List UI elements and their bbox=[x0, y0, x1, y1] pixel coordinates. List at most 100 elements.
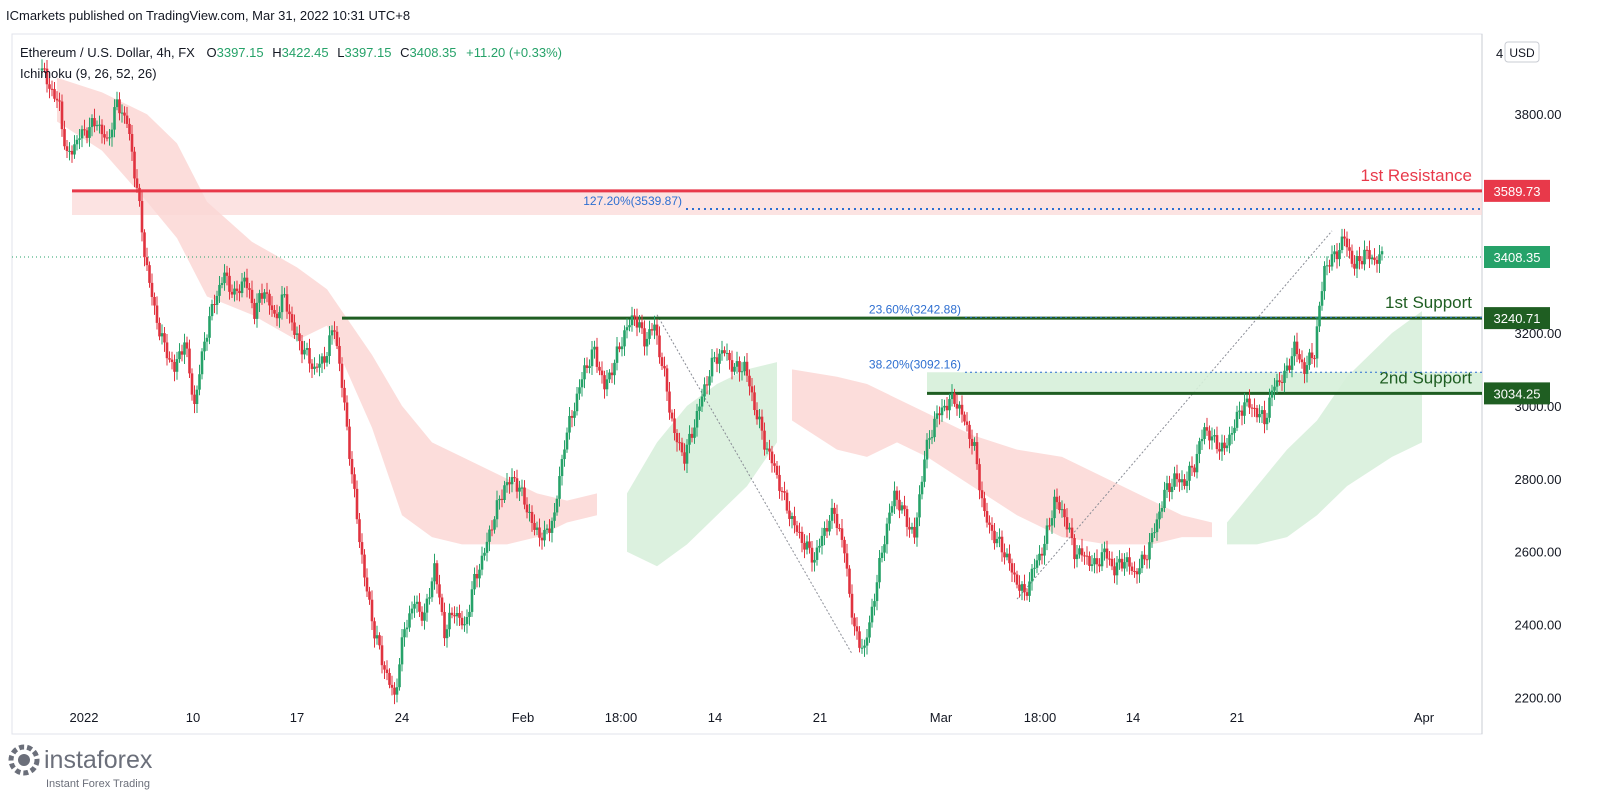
candle bbox=[285, 286, 289, 319]
candle-body bbox=[1000, 536, 1004, 553]
candle-body bbox=[153, 296, 156, 306]
fib-label: 127.20%(3539.87) bbox=[583, 194, 682, 208]
candle bbox=[1243, 393, 1246, 425]
candle bbox=[445, 624, 449, 648]
candle-body bbox=[1050, 518, 1054, 526]
candle bbox=[450, 607, 454, 619]
candle bbox=[100, 119, 104, 144]
support2-zone bbox=[927, 372, 1482, 394]
candle-body bbox=[735, 361, 739, 367]
candle-body bbox=[1093, 558, 1096, 565]
cloud-green-segment bbox=[627, 362, 777, 567]
resistance-zone bbox=[72, 190, 1482, 215]
cloud-red-segment bbox=[792, 369, 1212, 545]
candle-body bbox=[1055, 496, 1059, 503]
candle-body bbox=[1283, 370, 1286, 383]
candle bbox=[1120, 553, 1124, 572]
candle bbox=[940, 399, 944, 422]
price-axis: 2200.002400.002600.002800.003000.003200.… bbox=[1484, 46, 1562, 706]
candle-body bbox=[885, 523, 889, 545]
candle-body bbox=[143, 232, 146, 258]
candle bbox=[718, 348, 721, 374]
candle bbox=[265, 282, 269, 303]
candle bbox=[695, 403, 699, 437]
candle bbox=[498, 495, 501, 510]
candle bbox=[355, 480, 359, 524]
candle-body bbox=[1068, 527, 1071, 530]
candle bbox=[848, 565, 851, 598]
candle-body bbox=[1085, 555, 1089, 557]
candle-body bbox=[48, 84, 51, 89]
candle-body bbox=[1158, 511, 1161, 520]
candle bbox=[920, 475, 924, 500]
candle bbox=[735, 351, 739, 374]
candle bbox=[760, 409, 764, 440]
candle-body bbox=[1123, 562, 1126, 569]
candle-body bbox=[1030, 568, 1034, 582]
candle-body bbox=[210, 304, 214, 317]
candle bbox=[378, 632, 381, 650]
candle-body bbox=[1345, 238, 1349, 248]
candle-body bbox=[445, 629, 449, 639]
candle-body bbox=[1378, 254, 1381, 264]
candle-body bbox=[1295, 341, 1299, 355]
candle bbox=[673, 408, 676, 441]
candle bbox=[118, 92, 121, 121]
candle-body bbox=[518, 487, 521, 492]
candle-body bbox=[588, 366, 591, 368]
candle bbox=[1040, 547, 1044, 565]
candle-body bbox=[693, 427, 696, 438]
candle bbox=[1188, 461, 1191, 491]
candle bbox=[900, 501, 904, 514]
candle-body bbox=[623, 330, 626, 347]
candle-body bbox=[760, 416, 764, 431]
candle bbox=[825, 519, 829, 539]
candle-body bbox=[1260, 410, 1264, 414]
candle-body bbox=[1148, 542, 1151, 560]
candle bbox=[115, 91, 119, 111]
candle bbox=[670, 409, 674, 422]
candle bbox=[898, 490, 901, 519]
candle-body bbox=[425, 598, 429, 613]
candle-body bbox=[463, 624, 466, 626]
candle-body bbox=[1280, 381, 1284, 383]
candle bbox=[1048, 517, 1051, 530]
candle-body bbox=[230, 291, 234, 295]
candle bbox=[1005, 548, 1009, 561]
candle bbox=[753, 385, 756, 416]
support2-price-badge: 3034.25 bbox=[1484, 382, 1550, 405]
high-label: H bbox=[272, 45, 281, 60]
candle-body bbox=[253, 303, 256, 319]
candle-body bbox=[940, 407, 944, 416]
candle bbox=[763, 422, 766, 456]
candle bbox=[573, 402, 576, 427]
candle-body bbox=[298, 333, 301, 342]
candle-body bbox=[1293, 341, 1296, 357]
candle-body bbox=[580, 379, 584, 388]
candle bbox=[1245, 394, 1249, 407]
candle-body bbox=[823, 527, 826, 536]
candle bbox=[435, 560, 439, 594]
candle-body bbox=[435, 563, 439, 585]
candle bbox=[155, 296, 159, 330]
candle bbox=[448, 603, 451, 637]
candle-body bbox=[265, 292, 269, 294]
candle-body bbox=[545, 528, 549, 530]
currency-button[interactable]: USD bbox=[1504, 41, 1540, 63]
candle bbox=[1000, 530, 1004, 562]
candle bbox=[1295, 332, 1299, 363]
candle bbox=[1333, 244, 1336, 263]
candle-body bbox=[1270, 390, 1274, 398]
candle-body bbox=[1145, 559, 1149, 561]
candle bbox=[530, 505, 534, 532]
candle bbox=[1215, 426, 1219, 454]
candle bbox=[143, 229, 146, 267]
candle bbox=[400, 629, 404, 672]
candle-body bbox=[770, 451, 774, 464]
candle bbox=[795, 520, 799, 536]
candle bbox=[608, 369, 611, 384]
candle bbox=[798, 522, 801, 539]
candle bbox=[1308, 348, 1311, 370]
candle bbox=[1110, 551, 1114, 571]
